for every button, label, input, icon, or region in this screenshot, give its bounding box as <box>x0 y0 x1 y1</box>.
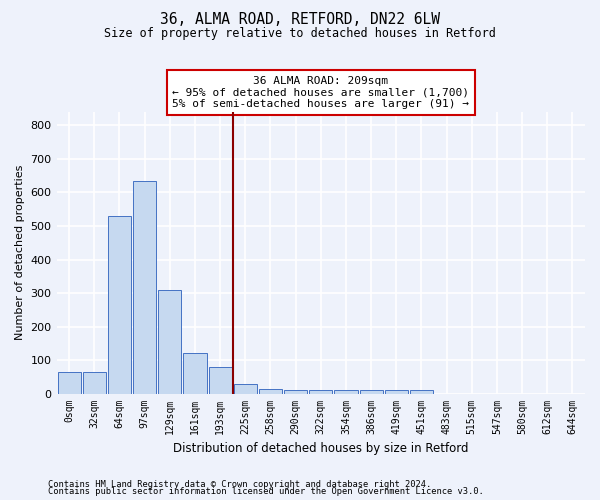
Bar <box>158 290 181 394</box>
Bar <box>83 372 106 394</box>
Text: Contains HM Land Registry data © Crown copyright and database right 2024.: Contains HM Land Registry data © Crown c… <box>48 480 431 489</box>
Text: 36 ALMA ROAD: 209sqm
← 95% of detached houses are smaller (1,700)
5% of semi-det: 36 ALMA ROAD: 209sqm ← 95% of detached h… <box>172 76 469 109</box>
Bar <box>108 216 131 394</box>
Text: 36, ALMA ROAD, RETFORD, DN22 6LW: 36, ALMA ROAD, RETFORD, DN22 6LW <box>160 12 440 28</box>
Bar <box>58 372 80 394</box>
Bar <box>309 390 332 394</box>
Bar <box>184 354 206 394</box>
Bar <box>234 384 257 394</box>
Bar <box>209 368 232 394</box>
Bar <box>385 390 408 394</box>
Bar <box>259 388 282 394</box>
Y-axis label: Number of detached properties: Number of detached properties <box>15 165 25 340</box>
Bar <box>284 390 307 394</box>
Bar <box>334 390 358 394</box>
X-axis label: Distribution of detached houses by size in Retford: Distribution of detached houses by size … <box>173 442 469 455</box>
Bar <box>359 390 383 394</box>
Text: Size of property relative to detached houses in Retford: Size of property relative to detached ho… <box>104 28 496 40</box>
Bar <box>410 390 433 394</box>
Text: Contains public sector information licensed under the Open Government Licence v3: Contains public sector information licen… <box>48 487 484 496</box>
Bar <box>133 181 156 394</box>
